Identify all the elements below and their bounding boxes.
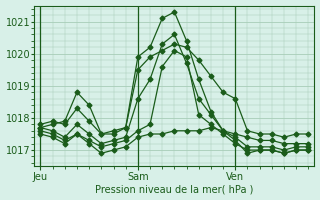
X-axis label: Pression niveau de la mer( hPa ): Pression niveau de la mer( hPa ) [95, 184, 253, 194]
